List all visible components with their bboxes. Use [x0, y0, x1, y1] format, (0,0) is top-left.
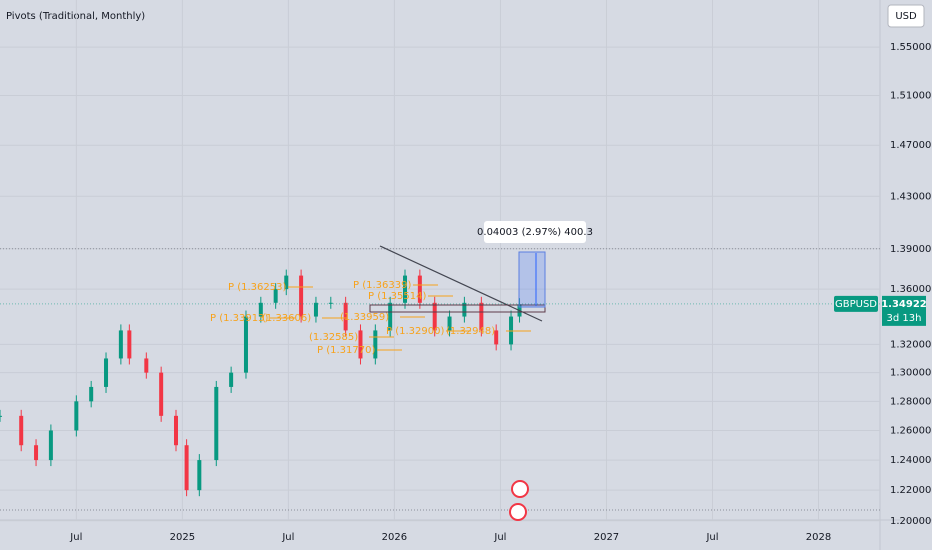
y-tick-label: 1.24000 [890, 455, 931, 466]
candle [417, 275, 422, 303]
candle [313, 302, 318, 317]
candle [447, 316, 452, 331]
pivot-label: P (1.32900) [386, 326, 444, 337]
symbol-tag [834, 295, 878, 312]
pivot-label: P (1.33913) [210, 313, 268, 324]
candle [159, 372, 164, 416]
y-tick-label: 1.26000 [890, 425, 931, 436]
x-tick-label: 2028 [806, 532, 831, 543]
measure-label-bg [484, 221, 586, 243]
pivot-label: (1.32948) [446, 326, 495, 337]
candle [373, 330, 378, 359]
candle [89, 386, 94, 402]
candle [462, 302, 467, 317]
trendline [379, 245, 543, 322]
candle [328, 302, 333, 304]
currency-label[interactable]: USD [895, 11, 917, 22]
pivot-label: P (1.31770) [317, 345, 375, 356]
x-tick-label: Jul [705, 532, 718, 543]
event-icon [509, 503, 527, 521]
candle [388, 302, 393, 331]
pivot-label: (1.32585) [309, 332, 358, 343]
candle [144, 358, 149, 373]
candle [214, 386, 219, 461]
x-tick-label: Jul [281, 532, 294, 543]
candle [494, 330, 499, 345]
candle [358, 330, 363, 359]
candle [229, 372, 234, 387]
price-tag-label: 1.34922 [881, 299, 927, 310]
y-tick-label: 1.51000 [890, 91, 931, 102]
candle [0, 415, 2, 417]
measure-label: 0.04003 (2.97%) 400.3 [477, 227, 593, 238]
symbol-label: GBPUSD [835, 299, 877, 310]
candle [34, 445, 39, 461]
currency-button[interactable] [887, 4, 925, 28]
y-tick-label: 1.55000 [890, 42, 931, 53]
x-tick-label: Jul [493, 532, 506, 543]
candle [258, 302, 263, 317]
y-tick-label: 1.47000 [890, 140, 931, 151]
candle [479, 302, 484, 331]
y-tick-label: 1.43000 [890, 191, 931, 202]
x-tick-label: Jul [69, 532, 82, 543]
x-tick-label: 2026 [382, 532, 407, 543]
pivot-label: P (1.36339) [353, 280, 411, 291]
x-tick-label: 2025 [170, 532, 195, 543]
candle [403, 275, 408, 303]
candle [299, 275, 304, 317]
candle [127, 330, 132, 359]
candle [184, 445, 189, 491]
measure-box [518, 251, 546, 308]
candle [48, 430, 53, 461]
pivot-label: (1.33959) [340, 312, 389, 323]
candle [19, 415, 24, 446]
range-box [369, 304, 546, 313]
candle [273, 289, 278, 303]
candle [243, 316, 248, 373]
y-tick-label: 1.36000 [890, 284, 931, 295]
event-icon [511, 480, 529, 498]
candle [432, 302, 437, 331]
y-tick-label: 1.22000 [890, 485, 931, 496]
candle [74, 401, 79, 431]
candle [104, 358, 109, 387]
candle [118, 330, 123, 359]
y-tick-label: 1.39000 [890, 244, 931, 255]
candle [174, 415, 178, 446]
candle [284, 275, 289, 290]
y-tick-label: 1.28000 [890, 396, 931, 407]
candle [197, 460, 202, 491]
pivot-label: (1.33606) [262, 313, 311, 324]
y-tick-label: 1.20000 [890, 516, 931, 527]
countdown-label: 3d 13h [887, 313, 922, 324]
price-tag [882, 295, 926, 326]
candle [509, 316, 514, 345]
y-tick-label: 1.32000 [890, 339, 931, 350]
pivot-label: P (1.35514) [368, 291, 426, 302]
x-tick-label: 2027 [594, 532, 619, 543]
candle [343, 302, 348, 331]
pivot-label: P (1.36253) [228, 282, 286, 293]
y-tick-label: 1.30000 [890, 368, 931, 379]
indicator-title: Pivots (Traditional, Monthly) [6, 11, 145, 22]
